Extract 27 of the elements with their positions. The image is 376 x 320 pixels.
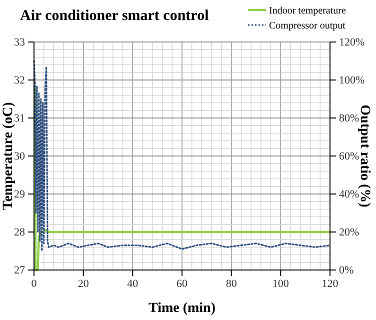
x-tick-label: 60 [176, 278, 188, 290]
y-tick-label: 30 [14, 150, 26, 163]
y-tick-label: 33 [14, 36, 26, 49]
x-tick-label: 40 [127, 278, 139, 290]
x-tick-label: 80 [226, 278, 238, 290]
y-tick-label: 32 [14, 74, 25, 87]
chart-title: Air conditioner smart control [20, 8, 209, 24]
y-tick-label: 28 [14, 226, 26, 239]
x-tick-label: 0 [31, 278, 38, 290]
x-axis-title: Time (min) [148, 301, 216, 316]
y2-tick-label: 40% [339, 188, 360, 201]
y2-tick-label: 60% [339, 150, 360, 163]
legend-label: Indoor temperature [269, 6, 346, 16]
y-tick-label: 27 [14, 264, 26, 277]
y-tick-label: 29 [14, 188, 26, 201]
x-tick-label: 120 [322, 278, 339, 290]
y-tick-label: 31 [14, 112, 25, 125]
y2-tick-label: 0% [339, 264, 354, 277]
legend-label: Compressor output [269, 20, 346, 32]
line-series [33, 60, 331, 252]
y2-tick-label: 80% [339, 112, 360, 125]
x-tick-label: 100 [272, 278, 290, 290]
x-tick-label: 20 [78, 278, 90, 290]
y-axis-title: Temperature (oC) [1, 102, 16, 210]
y2-tick-label: 120% [339, 36, 365, 49]
y2-tick-label: 100% [339, 74, 365, 87]
y2-tick-label: 20% [339, 226, 360, 239]
